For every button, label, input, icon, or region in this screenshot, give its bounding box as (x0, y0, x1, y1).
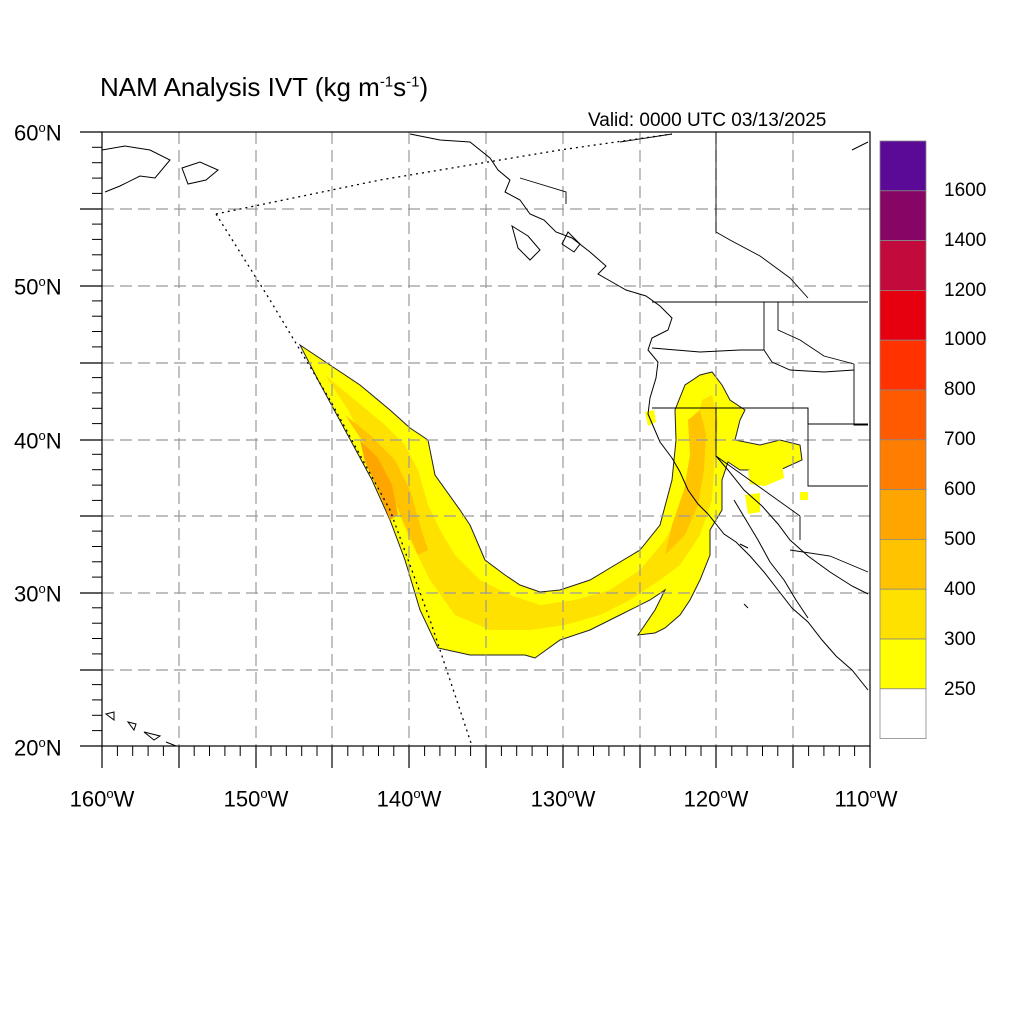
colorbar-box-11 (879, 688, 927, 739)
colorbar (879, 140, 927, 739)
lat-label-60: 60oN (14, 120, 62, 146)
colorbar-label-1600: 1600 (944, 180, 987, 201)
colorbar-label-1000: 1000 (944, 329, 987, 350)
minor-ticks (92, 146, 856, 756)
colorbar-box-6 (879, 439, 927, 490)
ivt-cell-east (800, 492, 808, 500)
colorbar-box-8 (879, 539, 927, 590)
map-plot-area (102, 132, 870, 746)
colorbar-label-700: 700 (944, 429, 976, 450)
lon-label-140w: 140oW (376, 786, 442, 812)
colorbar-box-5 (879, 389, 927, 441)
coastlines (102, 133, 869, 746)
ivt-cell-great-basin (748, 462, 784, 486)
lon-label-160w: 160oW (69, 786, 135, 812)
colorbar-box-1 (879, 190, 927, 242)
lat-label-50: 50oN (14, 274, 62, 300)
colorbar-label-600: 600 (944, 479, 976, 500)
domain-boundary (215, 133, 673, 746)
colorbar-label-800: 800 (944, 379, 976, 400)
colorbar-label-1400: 1400 (944, 230, 987, 251)
colorbar-label-1200: 1200 (944, 280, 987, 301)
ivt-cell-southwest (745, 493, 760, 514)
map-title: NAM Analysis IVT (kg m-1s-1) (100, 72, 429, 102)
lon-label-120w: 120oW (683, 786, 749, 812)
lon-label-150w: 150oW (223, 786, 289, 812)
ivt-contour-500 (360, 440, 398, 520)
lat-label-40: 40oN (14, 428, 62, 454)
lat-label-20: 20oN (14, 735, 62, 761)
ivt-contour-300 (325, 375, 718, 630)
colorbar-label-250: 250 (944, 679, 976, 700)
valid-time: Valid: 0000 UTC 03/13/2025 (588, 110, 827, 131)
major-ticks (80, 131, 871, 768)
colorbar-label-500: 500 (944, 529, 976, 550)
colorbar-box-2 (879, 240, 927, 291)
colorbar-box-10 (879, 638, 927, 690)
ivt-cell-west-coast (645, 410, 656, 426)
lon-label-110w: 110oW (834, 786, 898, 812)
lat-label-30: 30oN (14, 581, 62, 607)
ivt-contour-250 (298, 343, 803, 659)
lon-label-130w: 130oW (530, 786, 596, 812)
colorbar-box-9 (879, 588, 927, 640)
colorbar-box-3 (879, 289, 927, 341)
ivt-contour-400 (345, 410, 706, 555)
political-boundaries (519, 132, 869, 573)
colorbar-box-4 (879, 339, 927, 391)
colorbar-label-400: 400 (944, 579, 976, 600)
colorbar-box-7 (879, 489, 927, 540)
colorbar-box-0 (879, 140, 927, 192)
colorbar-label-300: 300 (944, 629, 976, 650)
